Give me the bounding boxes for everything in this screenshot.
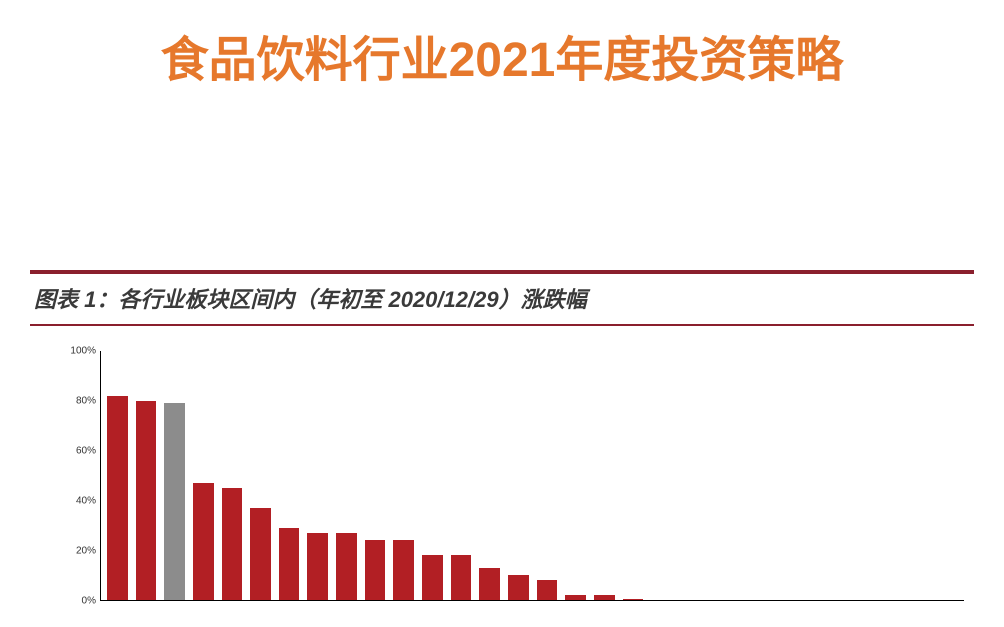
- bar: [393, 540, 414, 600]
- bar: [107, 396, 128, 600]
- bar: [565, 595, 586, 600]
- y-tick-label: 20%: [60, 546, 96, 557]
- y-tick-label: 80%: [60, 396, 96, 407]
- bar: [136, 401, 157, 600]
- chart-container: 图表 1：各行业板块区间内（年初至 2020/12/29）涨跌幅 0%20%40…: [0, 270, 1004, 601]
- bar: [250, 508, 271, 600]
- bar: [623, 599, 644, 600]
- bar: [279, 528, 300, 600]
- bar: [193, 483, 214, 600]
- chart-plot-area: 0%20%40%60%80%100%: [100, 351, 964, 601]
- chart-caption: 图表 1：各行业板块区间内（年初至 2020/12/29）涨跌幅: [30, 276, 974, 324]
- page-title: 食品饮料行业2021年度投资策略: [0, 0, 1004, 110]
- y-tick-label: 100%: [60, 346, 96, 357]
- y-tick-label: 40%: [60, 496, 96, 507]
- bar: [537, 580, 558, 600]
- chart-rule-top: [30, 270, 974, 274]
- bar: [422, 555, 443, 600]
- bar: [365, 540, 386, 600]
- y-tick-label: 60%: [60, 446, 96, 457]
- bar: [336, 533, 357, 600]
- y-axis: 0%20%40%60%80%100%: [60, 351, 96, 601]
- bar: [222, 488, 243, 600]
- y-tick-label: 0%: [60, 596, 96, 607]
- bar: [508, 575, 529, 600]
- bar: [594, 595, 615, 600]
- plot-region: [100, 351, 964, 601]
- bar: [164, 403, 185, 600]
- bar: [307, 533, 328, 600]
- bar: [479, 568, 500, 600]
- chart-rule-bottom: [30, 324, 974, 326]
- bar: [451, 555, 472, 600]
- bars-group: [101, 351, 964, 600]
